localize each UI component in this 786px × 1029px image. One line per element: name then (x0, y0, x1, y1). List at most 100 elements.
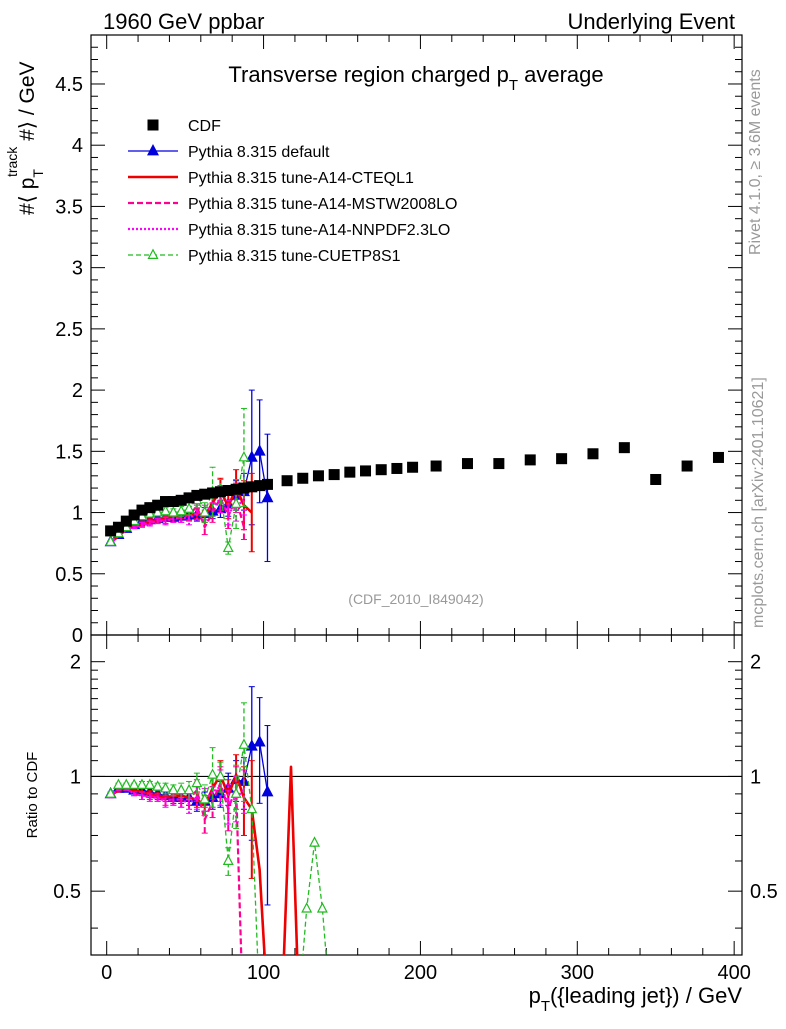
cdf-data-point (618, 442, 630, 454)
ratio-series-line (109, 785, 245, 805)
main-series-marker (160, 504, 172, 516)
y-tick-label: 3 (72, 258, 83, 280)
cdf-data-point (650, 473, 662, 485)
ratio-series-marker (245, 739, 258, 751)
ratio-series-marker (238, 738, 250, 749)
x-axis-label: pT({leading jet}) / GeV (529, 983, 743, 1015)
rivet-label: Rivet 4.1.0, ≥ 3.6M events (747, 69, 764, 255)
main-series-marker (183, 502, 195, 513)
chart-title: Transverse region charged pT average (228, 62, 603, 94)
x-tick-label: 200 (404, 962, 437, 984)
ratio-series-marker (144, 778, 156, 789)
x-tick-label: 0 (101, 962, 112, 984)
ratio-y-tick-label: 0.5 (53, 881, 81, 903)
cdf-data-point (344, 466, 356, 478)
cdf-data-point (152, 499, 164, 511)
cdf-data-point (461, 458, 473, 470)
y-tick-label: 1.5 (55, 441, 83, 463)
main-series-marker (175, 504, 187, 516)
ratio-series-marker (246, 802, 258, 814)
legend-marker (147, 248, 159, 259)
main-x-ticks (106, 35, 735, 635)
ratio-series-marker (214, 769, 226, 781)
ratio-series-marker (191, 776, 203, 788)
ratio-series-marker (183, 783, 195, 795)
cdf-data-point (183, 492, 195, 504)
cdf-data-point (297, 472, 309, 484)
main-series-blue-triangle (104, 389, 274, 563)
cdf-data-point (281, 475, 293, 487)
legend-label: Pythia 8.315 default (188, 144, 330, 161)
legend-label: Pythia 8.315 tune-A14-CTEQL1 (188, 170, 414, 187)
main-series-marker (167, 506, 179, 517)
cdf-data-point (587, 448, 599, 460)
legend-label: Pythia 8.315 tune-A14-NNPDF2.3LO (188, 222, 450, 239)
legend-label: Pythia 8.315 tune-CUETP8S1 (188, 248, 401, 265)
ratio-series-marker (105, 787, 117, 798)
main-series-marker (245, 450, 258, 462)
y-tick-label: 0.5 (55, 564, 83, 586)
header-left: 1960 GeV ppbar (103, 9, 264, 34)
cdf-data-point (167, 496, 179, 508)
cdf-data-point (120, 515, 132, 527)
ratio-series-marker (136, 778, 148, 789)
ratio-series-marker (230, 787, 242, 798)
analysis-watermark: (CDF_2010_I849042) (348, 591, 483, 607)
main-series-marker (238, 450, 250, 462)
ratio-y-tick-label: 2 (70, 652, 81, 674)
main-series-line (110, 457, 245, 549)
cdf-data-point (312, 470, 324, 482)
y-tick-label: 2 (72, 380, 83, 402)
cdf-data-point (105, 525, 117, 537)
legend-label: CDF (188, 118, 221, 135)
main-series-marker (253, 444, 266, 456)
cdf-data-point (128, 509, 140, 521)
y-tick-label: 0 (72, 625, 83, 647)
ratio-y-tick-label: 1 (70, 766, 81, 788)
legend: CDF Pythia 8.315 default Pythia 8.315 tune… (128, 118, 457, 265)
ratio-x-axis: 0 100 200 300 400 (101, 635, 751, 984)
cdf-data-point (556, 453, 568, 465)
main-series-marker (152, 506, 164, 517)
ratio-series-marker (309, 836, 321, 847)
cdf-data-point (112, 521, 124, 533)
x-tick-label: 400 (717, 962, 750, 984)
svg-text:#⟨ pTtrack #⟩ / GeV: #⟨ pTtrack #⟩ / GeV (4, 61, 46, 215)
cdf-data-point (144, 502, 156, 514)
ratio-y-tick-label-right: 2 (750, 652, 761, 674)
legend-marker-cdf (147, 119, 159, 131)
ratio-series-marker (253, 735, 266, 747)
main-y-label: #⟨ pTtrack #⟩ / GeV (4, 61, 46, 215)
cdf-data-point (222, 485, 234, 497)
ratio-series-marker (261, 785, 274, 797)
ratio-series-marker (128, 778, 140, 789)
ratio-series-marker (152, 780, 164, 791)
main-series-marker (230, 497, 242, 508)
cdf-data-point (391, 462, 403, 474)
ratio-series-marker (199, 793, 211, 804)
x-tick-label: 300 (561, 962, 594, 984)
main-series (104, 389, 724, 563)
ratio-series-marker (160, 781, 172, 793)
cdf-data-point (199, 488, 211, 500)
y-tick-label: 2.5 (55, 319, 83, 341)
ratio-series (104, 686, 328, 955)
mcplots-label: mcplots.cern.ch [arXiv:2401.10621] (750, 377, 767, 628)
ratio-y-tick-label-right: 0.5 (750, 881, 778, 903)
cdf-data-point (207, 487, 219, 499)
ratio-frame (90, 634, 743, 956)
cdf-data-point (230, 483, 242, 495)
ratio-panel: 0.5 0.5 1 1 2 2 0 100 200 300 400 Ratio to CDF pT… (24, 634, 778, 1015)
cdf-data-point (175, 494, 187, 506)
y-tick-label: 4 (72, 135, 83, 157)
cdf-data-point (681, 460, 693, 472)
cdf-data-point (261, 478, 273, 490)
ratio-y-tick-label-right: 1 (750, 766, 761, 788)
cdf-data-point (254, 480, 266, 492)
cdf-data-point (246, 481, 258, 493)
cdf-data-point (375, 464, 387, 476)
main-y-axis: 0 0.5 1 1.5 2 2.5 3 3.5 4 4.5 (55, 34, 742, 647)
ratio-y-label: Ratio to CDF (24, 752, 41, 839)
y-tick-label: 4.5 (55, 74, 83, 96)
